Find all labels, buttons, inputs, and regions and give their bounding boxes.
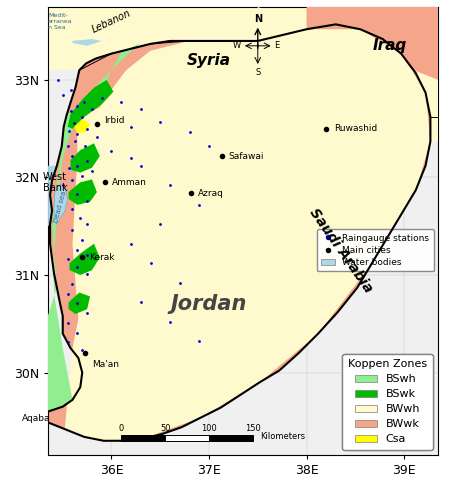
Polygon shape: [68, 80, 113, 128]
Text: 150: 150: [245, 424, 261, 433]
Polygon shape: [69, 293, 90, 314]
Text: Azraq: Azraq: [198, 188, 224, 198]
Bar: [165, 435, 209, 441]
Text: Ruwashid: Ruwashid: [334, 124, 377, 133]
Text: Amman: Amman: [111, 178, 146, 187]
Polygon shape: [73, 39, 102, 46]
Polygon shape: [15, 24, 430, 441]
Polygon shape: [64, 29, 430, 441]
Text: W: W: [233, 42, 241, 50]
Polygon shape: [54, 185, 68, 224]
Text: Jordan: Jordan: [171, 294, 247, 314]
Polygon shape: [48, 7, 258, 70]
Polygon shape: [258, 7, 438, 142]
Polygon shape: [48, 166, 57, 226]
Text: Aqaba: Aqaba: [22, 414, 50, 423]
Text: Kerak: Kerak: [89, 253, 115, 262]
Text: E: E: [274, 42, 280, 50]
Polygon shape: [69, 179, 97, 205]
Text: 0: 0: [118, 424, 124, 433]
Text: 50: 50: [160, 424, 170, 433]
Text: Safawai: Safawai: [228, 152, 264, 160]
Polygon shape: [307, 7, 438, 117]
Bar: [121, 435, 165, 441]
Polygon shape: [258, 7, 438, 142]
Text: Medit-
erranea
n Sea: Medit- erranea n Sea: [48, 13, 73, 30]
Polygon shape: [48, 7, 80, 39]
Text: Kilometers: Kilometers: [260, 432, 305, 441]
Text: Irbid: Irbid: [104, 116, 124, 126]
Polygon shape: [74, 119, 90, 134]
Text: Lebanon: Lebanon: [91, 8, 133, 35]
Bar: [209, 435, 253, 441]
Legend: BSwh, BSwk, BWwh, BWwk, Csa: BSwh, BSwk, BWwh, BWwk, Csa: [342, 354, 433, 450]
Polygon shape: [48, 7, 438, 455]
Text: Dead sea: Dead sea: [53, 190, 67, 223]
Text: S: S: [255, 68, 260, 77]
Polygon shape: [15, 43, 141, 419]
Polygon shape: [70, 244, 100, 275]
Text: Ma'an: Ma'an: [92, 360, 119, 369]
Text: 100: 100: [201, 424, 217, 433]
Text: Syria: Syria: [187, 53, 231, 68]
Text: West
Bank: West Bank: [43, 171, 67, 193]
Text: N: N: [254, 14, 262, 24]
Polygon shape: [71, 143, 100, 172]
Text: Iraq: Iraq: [372, 38, 407, 53]
Text: Saudi Arabia: Saudi Arabia: [306, 206, 375, 296]
